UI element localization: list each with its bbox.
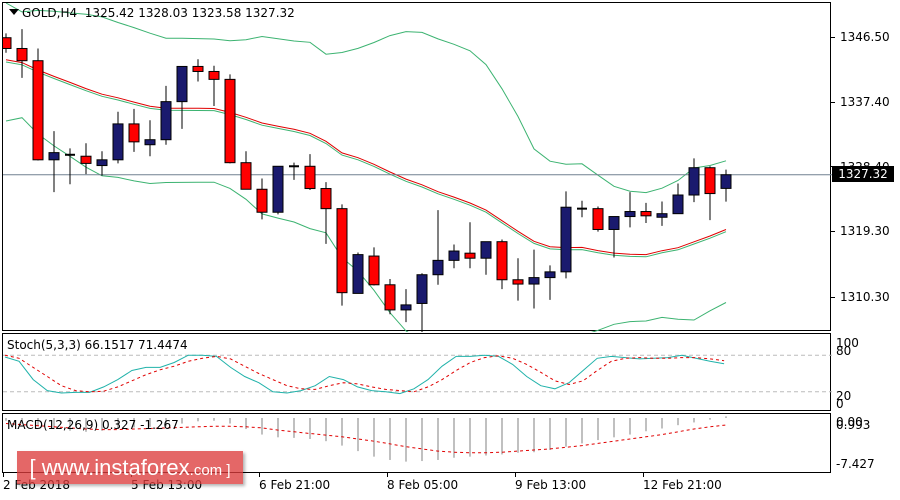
price-tick: [831, 37, 835, 38]
low-value: 1323.58: [191, 6, 242, 20]
time-tick: [515, 473, 516, 477]
time-label: 9 Feb 13:00: [515, 478, 587, 492]
stoch-level-80: 80: [836, 344, 852, 358]
price-label: 1319.30: [840, 224, 890, 238]
time-label: 8 Feb 05:00: [387, 478, 459, 492]
macd-level-max: 0.993: [836, 418, 871, 432]
macd-title: MACD(12,26,9) 0.327 -1.267: [7, 418, 179, 432]
price-tick: [831, 231, 835, 232]
price-chart-pane[interactable]: GOLD,H4 1325.42 1328.03 1323.58 1327.32: [2, 2, 832, 332]
stoch-level-20: 20: [836, 389, 852, 403]
time-tick: [387, 473, 388, 477]
stochastic-chart: [3, 354, 832, 395]
chart-menu-triangle-icon[interactable]: [9, 9, 19, 15]
stoch-title: Stoch(5,3,3) 66.1517 71.4474: [7, 338, 188, 352]
stoch-level-100: 100: [836, 336, 859, 350]
time-label: 6 Feb 21:00: [259, 478, 331, 492]
instaforex-watermark: [ www.instaforex.com ]: [17, 451, 243, 484]
watermark-text: [ www.instaforex: [29, 455, 190, 480]
price-label: 1346.50: [840, 30, 890, 44]
time-tick: [259, 473, 260, 477]
price-label: 1310.30: [840, 290, 890, 304]
macd-level-min: -7.427: [836, 457, 875, 471]
current-price-badge: 1327.32: [832, 166, 894, 182]
chart-header: GOLD,H4 1325.42 1328.03 1323.58 1327.32: [9, 6, 295, 20]
watermark-suffix: .com ]: [189, 462, 231, 479]
time-tick: [3, 473, 4, 477]
time-label: 12 Feb 21:00: [643, 478, 722, 492]
stochastic-pane[interactable]: Stoch(5,3,3) 66.1517 71.4474: [2, 333, 832, 411]
stoch-level-0: 0: [836, 397, 844, 411]
macd-chart: [5, 416, 727, 462]
macd-level-zero: 0.00: [836, 415, 863, 429]
high-value: 1328.03: [138, 6, 188, 20]
time-tick: [643, 473, 644, 477]
price-tick: [831, 102, 835, 103]
symbol-label: GOLD,H4: [22, 6, 78, 20]
price-tick: [831, 297, 835, 298]
close-value: 1327.32: [245, 6, 295, 20]
macd-pane[interactable]: MACD(12,26,9) 0.327 -1.267: [2, 413, 831, 473]
candlestick-chart: [3, 3, 832, 332]
price-label: 1337.40: [840, 95, 890, 109]
open-value: 1325.42: [84, 6, 135, 20]
